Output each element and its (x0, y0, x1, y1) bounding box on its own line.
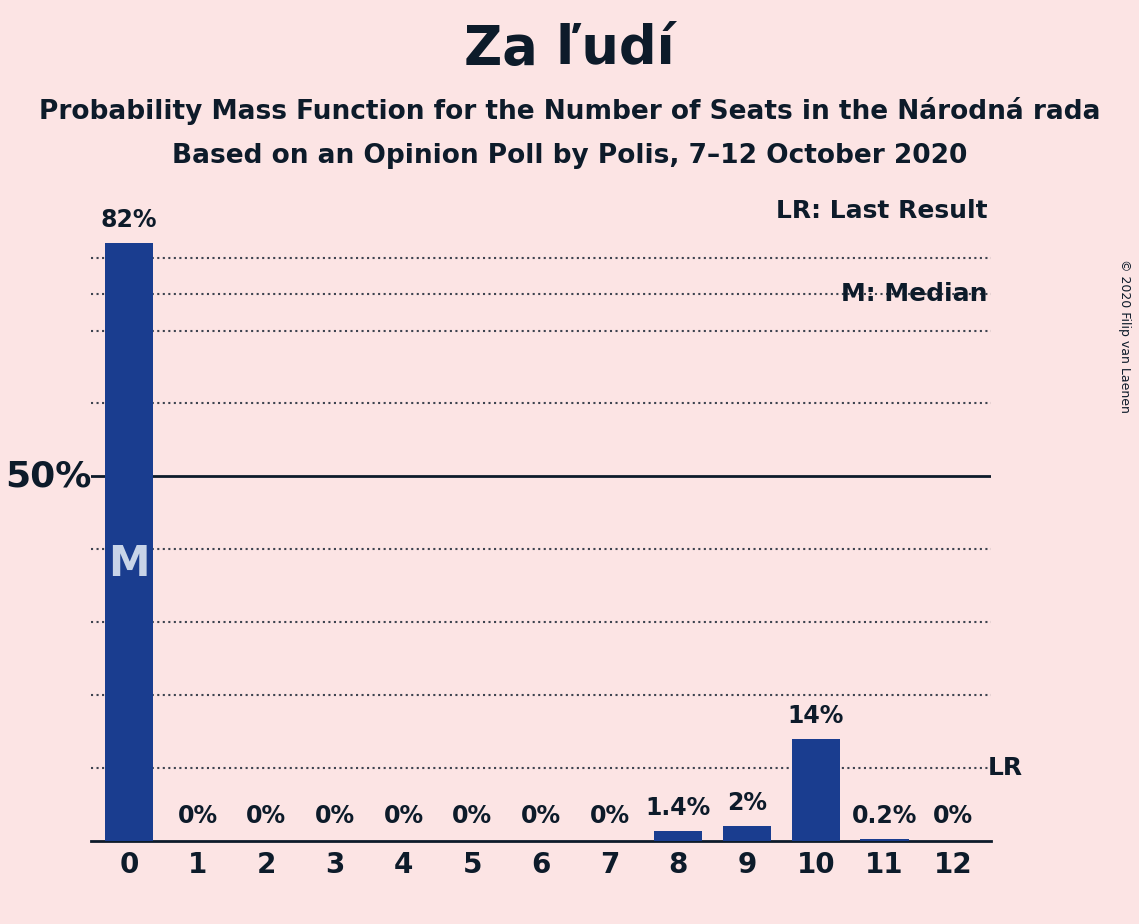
Text: M: Median: M: Median (841, 282, 988, 306)
Text: M: M (108, 542, 149, 585)
Text: LR: LR (988, 756, 1023, 780)
Text: 2%: 2% (727, 791, 767, 815)
Text: Probability Mass Function for the Number of Seats in the Národná rada: Probability Mass Function for the Number… (39, 97, 1100, 125)
Text: 0%: 0% (384, 804, 424, 828)
Text: © 2020 Filip van Laenen: © 2020 Filip van Laenen (1118, 259, 1131, 413)
Bar (792, 739, 839, 841)
Text: 0%: 0% (178, 804, 218, 828)
Text: 0%: 0% (246, 804, 286, 828)
Text: 50%: 50% (5, 459, 91, 493)
Text: 0.2%: 0.2% (852, 805, 917, 829)
Text: 0%: 0% (452, 804, 492, 828)
Text: LR: Last Result: LR: Last Result (776, 200, 988, 224)
Text: 0%: 0% (933, 804, 973, 828)
Text: 0%: 0% (590, 804, 630, 828)
Text: Za ľudí: Za ľudí (465, 23, 674, 75)
Bar (105, 243, 153, 841)
Text: 14%: 14% (787, 704, 844, 728)
Bar (723, 826, 771, 841)
Bar (655, 831, 703, 841)
Text: 0%: 0% (521, 804, 562, 828)
Text: Based on an Opinion Poll by Polis, 7–12 October 2020: Based on an Opinion Poll by Polis, 7–12 … (172, 143, 967, 169)
Bar (860, 839, 909, 841)
Text: 0%: 0% (314, 804, 355, 828)
Text: 82%: 82% (100, 208, 157, 232)
Text: 1.4%: 1.4% (646, 796, 711, 820)
